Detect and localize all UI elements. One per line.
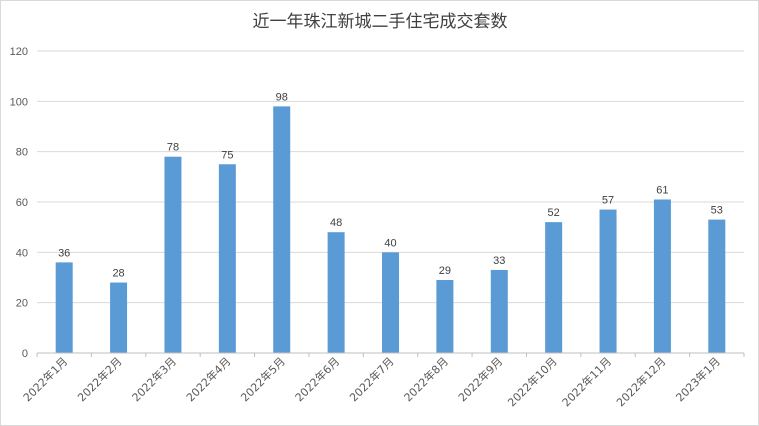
data-label: 53 (711, 205, 723, 217)
bar (490, 269, 508, 353)
data-label: 29 (439, 265, 451, 277)
data-label: 57 (602, 195, 614, 207)
data-label: 98 (276, 91, 288, 103)
bar (110, 282, 128, 353)
bars (55, 106, 726, 353)
y-tick-label: 20 (16, 298, 28, 310)
data-label: 75 (221, 149, 233, 161)
y-tick-label: 0 (22, 348, 28, 360)
x-tick-label: 2022年3月 (129, 354, 179, 404)
bar (55, 262, 73, 353)
data-label: 36 (58, 247, 70, 259)
y-axis-ticks: 0 20 40 60 80 100 120 (10, 46, 28, 360)
x-tick-label: 2022年2月 (74, 354, 124, 404)
x-tick-label: 2022年4月 (183, 354, 233, 404)
y-tick-label: 100 (10, 96, 28, 108)
bar (436, 280, 454, 353)
y-tick-label: 80 (16, 147, 28, 159)
y-tick-label: 60 (16, 197, 28, 209)
bar (327, 232, 345, 353)
bar (164, 156, 182, 353)
data-label: 61 (656, 184, 668, 196)
y-tick-label: 120 (10, 46, 28, 58)
data-label: 52 (548, 207, 560, 219)
x-tick-label: 2022年6月 (292, 354, 342, 404)
bar (273, 106, 291, 353)
y-tick-label: 40 (16, 247, 28, 259)
x-axis-ticks: 2022年1月 2022年2月 2022年3月 2022年4月 2022年5月 2022年… (20, 353, 745, 409)
data-label: 48 (330, 217, 342, 229)
bar (545, 222, 563, 353)
x-tick-label: 2022年5月 (238, 354, 288, 404)
x-tick-label: 2022年10月 (505, 354, 560, 409)
x-tick-label: 2022年11月 (559, 354, 614, 409)
bar (599, 209, 617, 353)
x-tick-label: 2022年1月 (20, 354, 70, 404)
x-tick-label: 2023年1月 (673, 354, 723, 404)
x-tick-label: 2022年12月 (613, 354, 668, 409)
bar (708, 219, 726, 353)
data-label: 33 (493, 255, 505, 267)
x-tick-label: 2022年7月 (346, 354, 396, 404)
data-label: 28 (112, 268, 124, 280)
bar (218, 164, 236, 353)
bar (653, 199, 671, 353)
x-tick-label: 2022年9月 (455, 354, 505, 404)
data-label: 78 (167, 142, 179, 154)
gridlines (37, 50, 744, 304)
bar (382, 252, 399, 353)
x-tick-label: 2022年8月 (401, 354, 451, 404)
data-label: 40 (384, 237, 396, 249)
chart-title: 近一年珠江新城二手住宅成交套数 (253, 12, 508, 32)
data-labels: 36 28 78 75 98 48 40 29 33 52 57 61 53 (58, 91, 723, 279)
